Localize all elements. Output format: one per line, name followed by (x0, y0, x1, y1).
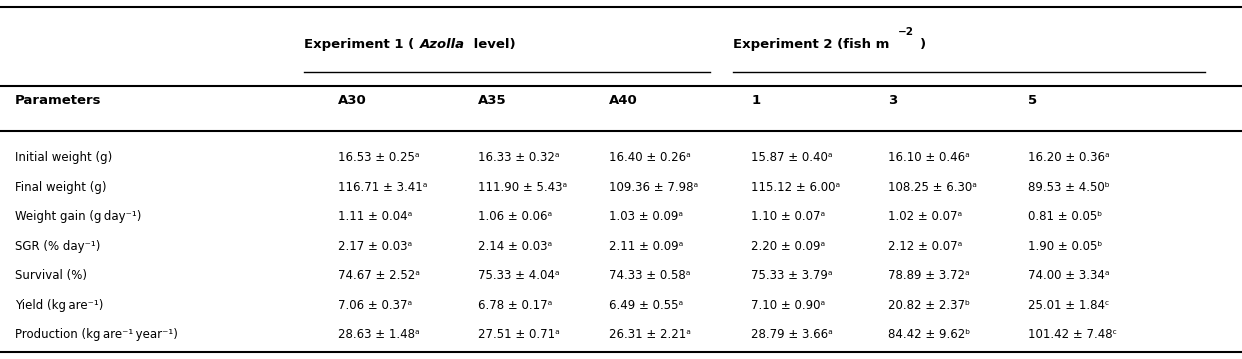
Text: 115.12 ± 6.00ᵃ: 115.12 ± 6.00ᵃ (751, 181, 841, 194)
Text: 89.53 ± 4.50ᵇ: 89.53 ± 4.50ᵇ (1028, 181, 1110, 194)
Text: 26.31 ± 2.21ᵃ: 26.31 ± 2.21ᵃ (609, 328, 691, 341)
Text: 75.33 ± 4.04ᵃ: 75.33 ± 4.04ᵃ (478, 269, 560, 282)
Text: 16.10 ± 0.46ᵃ: 16.10 ± 0.46ᵃ (888, 151, 970, 164)
Text: 28.63 ± 1.48ᵃ: 28.63 ± 1.48ᵃ (338, 328, 420, 341)
Text: 1.19 ± 0.05ᵃ: 1.19 ± 0.05ᵃ (338, 358, 412, 359)
Text: 0.81 ± 0.05ᵇ: 0.81 ± 0.05ᵇ (1028, 210, 1103, 223)
Text: Experiment 1 (: Experiment 1 ( (304, 38, 415, 51)
Text: 16.20 ± 0.36ᵃ: 16.20 ± 0.36ᵃ (1028, 151, 1110, 164)
Text: 2.12 ± 0.07ᵃ: 2.12 ± 0.07ᵃ (888, 240, 963, 253)
Text: 116.71 ± 3.41ᵃ: 116.71 ± 3.41ᵃ (338, 181, 427, 194)
Text: 1.90 ± 0.05ᵇ: 1.90 ± 0.05ᵇ (1028, 240, 1103, 253)
Text: 101.42 ± 7.48ᶜ: 101.42 ± 7.48ᶜ (1028, 328, 1118, 341)
Text: Weight gain (g day⁻¹): Weight gain (g day⁻¹) (15, 210, 142, 223)
Text: 74.33 ± 0.58ᵃ: 74.33 ± 0.58ᵃ (609, 269, 691, 282)
Text: 25.01 ± 1.84ᶜ: 25.01 ± 1.84ᶜ (1028, 299, 1110, 312)
Text: 2.20 ± 0.09ᵃ: 2.20 ± 0.09ᵃ (751, 240, 826, 253)
Text: 1: 1 (751, 94, 760, 107)
Text: 78.89 ± 3.72ᵃ: 78.89 ± 3.72ᵃ (888, 269, 970, 282)
Text: Production (kg are⁻¹ year⁻¹): Production (kg are⁻¹ year⁻¹) (15, 328, 178, 341)
Text: Yield (kg are⁻¹): Yield (kg are⁻¹) (15, 299, 103, 312)
Text: 28.79 ± 3.66ᵃ: 28.79 ± 3.66ᵃ (751, 328, 833, 341)
Text: −2: −2 (898, 27, 914, 37)
Text: 20.82 ± 2.37ᵇ: 20.82 ± 2.37ᵇ (888, 299, 970, 312)
Text: 16.53 ± 0.25ᵃ: 16.53 ± 0.25ᵃ (338, 151, 420, 164)
Text: 1.58 ± 0.07ᵇ: 1.58 ± 0.07ᵇ (1028, 358, 1103, 359)
Text: 2.14 ± 0.03ᵃ: 2.14 ± 0.03ᵃ (478, 240, 553, 253)
Text: Survival (%): Survival (%) (15, 269, 87, 282)
Text: ): ) (920, 38, 927, 51)
Text: A35: A35 (478, 94, 507, 107)
Text: 84.42 ± 9.62ᵇ: 84.42 ± 9.62ᵇ (888, 328, 970, 341)
Text: 1.23 ± 0.10ᵃ: 1.23 ± 0.10ᵃ (609, 358, 683, 359)
Text: 1.22 ± 0.03ᵃ: 1.22 ± 0.03ᵃ (478, 358, 553, 359)
Text: Experiment 2 (fish m: Experiment 2 (fish m (733, 38, 889, 51)
Text: 2.11 ± 0.09ᵃ: 2.11 ± 0.09ᵃ (609, 240, 683, 253)
Text: 7.06 ± 0.37ᵃ: 7.06 ± 0.37ᵃ (338, 299, 412, 312)
Text: 7.10 ± 0.90ᵃ: 7.10 ± 0.90ᵃ (751, 299, 826, 312)
Text: 5: 5 (1028, 94, 1037, 107)
Text: 2.17 ± 0.03ᵃ: 2.17 ± 0.03ᵃ (338, 240, 412, 253)
Text: 74.00 ± 3.34ᵃ: 74.00 ± 3.34ᵃ (1028, 269, 1110, 282)
Text: 16.40 ± 0.26ᵃ: 16.40 ± 0.26ᵃ (609, 151, 691, 164)
Text: Parameters: Parameters (15, 94, 102, 107)
Text: 74.67 ± 2.52ᵃ: 74.67 ± 2.52ᵃ (338, 269, 420, 282)
Text: Initial weight (g): Initial weight (g) (15, 151, 112, 164)
Text: 1.29 ± 0.08ᵃ: 1.29 ± 0.08ᵃ (751, 358, 826, 359)
Text: Final weight (g): Final weight (g) (15, 181, 107, 194)
Text: A30: A30 (338, 94, 366, 107)
Text: 27.51 ± 0.71ᵃ: 27.51 ± 0.71ᵃ (478, 328, 560, 341)
Text: 6.49 ± 0.55ᵃ: 6.49 ± 0.55ᵃ (609, 299, 683, 312)
Text: AFCR: AFCR (15, 358, 46, 359)
Text: 16.33 ± 0.32ᵃ: 16.33 ± 0.32ᵃ (478, 151, 560, 164)
Text: 1.03 ± 0.09ᵃ: 1.03 ± 0.09ᵃ (609, 210, 683, 223)
Text: A40: A40 (609, 94, 637, 107)
Text: 111.90 ± 5.43ᵃ: 111.90 ± 5.43ᵃ (478, 181, 568, 194)
Text: 108.25 ± 6.30ᵃ: 108.25 ± 6.30ᵃ (888, 181, 977, 194)
Text: 1.10 ± 0.07ᵃ: 1.10 ± 0.07ᵃ (751, 210, 826, 223)
Text: SGR (% day⁻¹): SGR (% day⁻¹) (15, 240, 101, 253)
Text: 1.11 ± 0.04ᵃ: 1.11 ± 0.04ᵃ (338, 210, 412, 223)
Text: 6.78 ± 0.17ᵃ: 6.78 ± 0.17ᵃ (478, 299, 553, 312)
Text: 1.02 ± 0.07ᵃ: 1.02 ± 0.07ᵃ (888, 210, 963, 223)
Text: 75.33 ± 3.79ᵃ: 75.33 ± 3.79ᵃ (751, 269, 833, 282)
Text: 3: 3 (888, 94, 897, 107)
Text: 109.36 ± 7.98ᵃ: 109.36 ± 7.98ᵃ (609, 181, 698, 194)
Text: 1.06 ± 0.06ᵃ: 1.06 ± 0.06ᵃ (478, 210, 553, 223)
Text: 15.87 ± 0.40ᵃ: 15.87 ± 0.40ᵃ (751, 151, 833, 164)
Text: 1.34 ± 0.07ᵃ: 1.34 ± 0.07ᵃ (888, 358, 963, 359)
Text: level): level) (469, 38, 517, 51)
Text: Azolla: Azolla (420, 38, 465, 51)
